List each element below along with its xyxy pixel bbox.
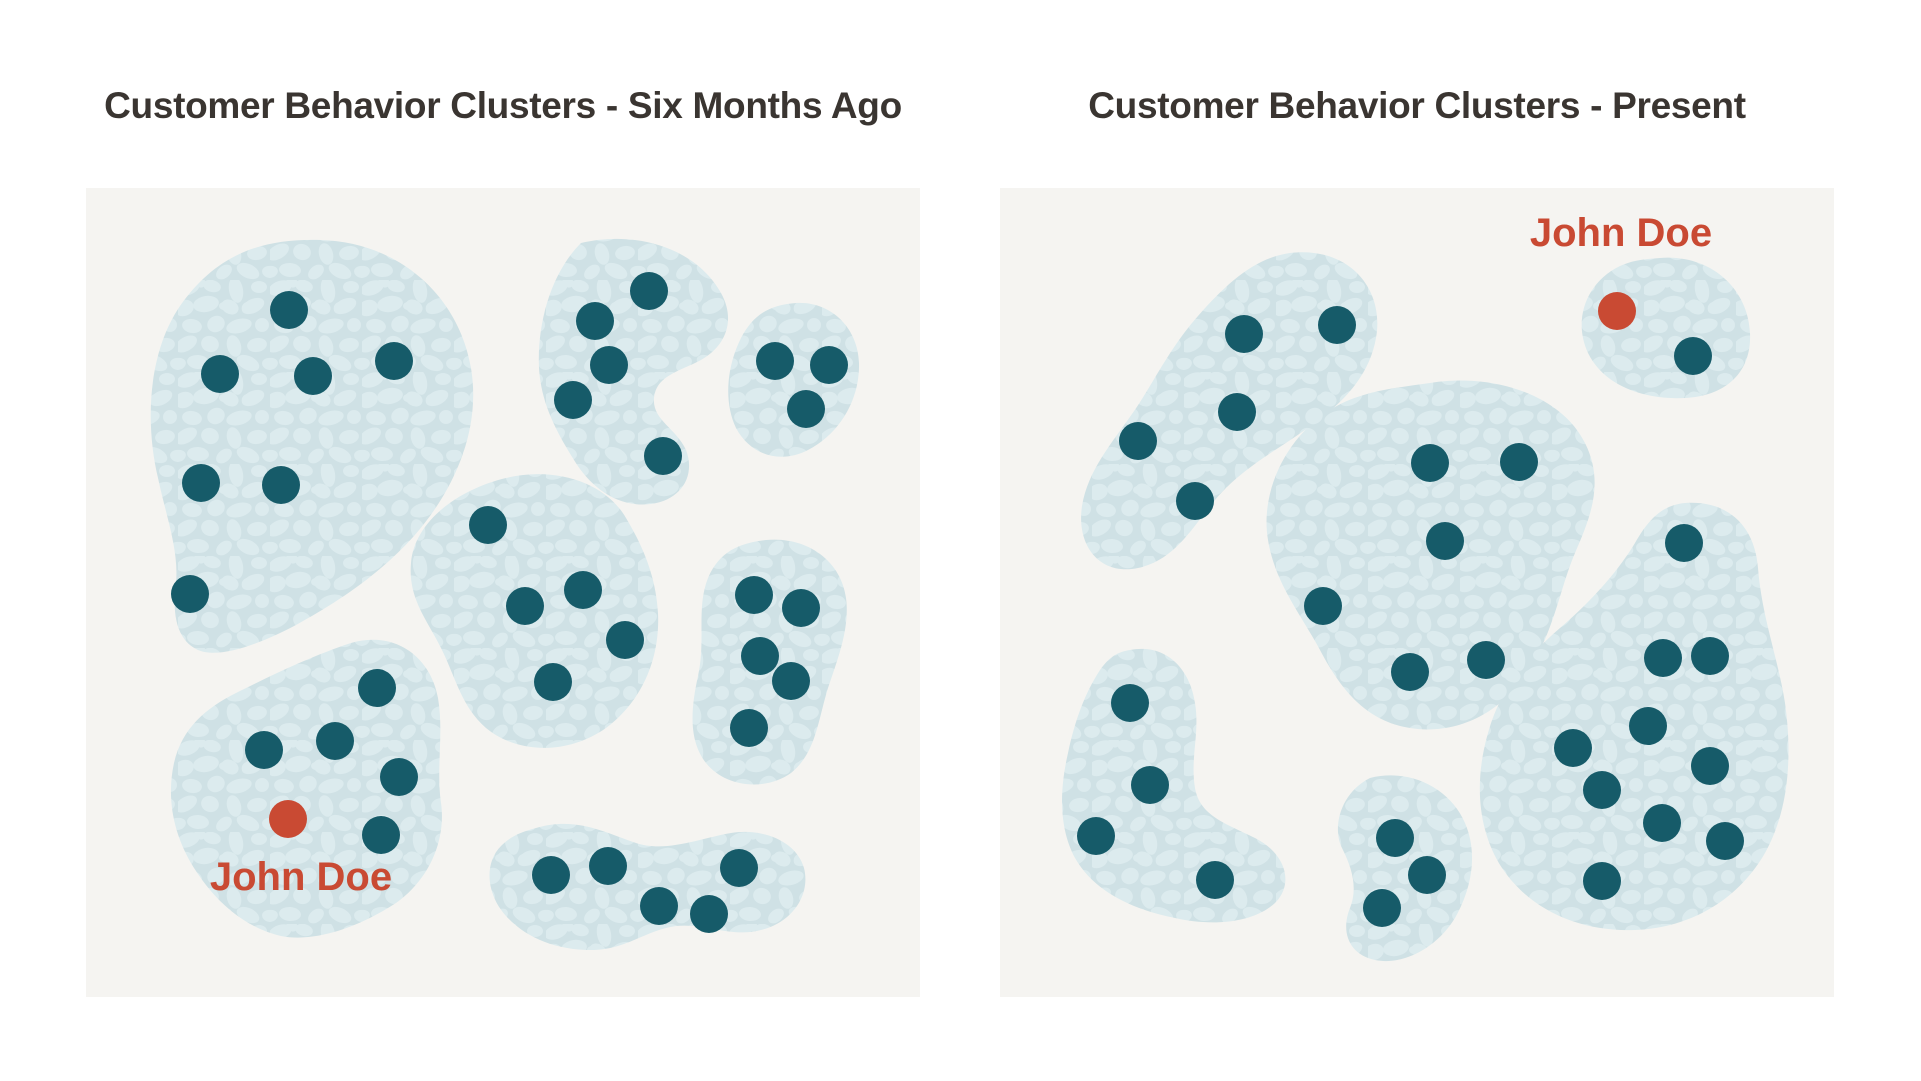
john-doe-label: John Doe: [1530, 211, 1712, 255]
customer-dot: [576, 302, 614, 340]
cluster-canvas: John Doe: [150, 238, 860, 950]
customer-dot: [1119, 422, 1157, 460]
customer-dot: [270, 291, 308, 329]
customer-dot: [606, 621, 644, 659]
customer-dot: [380, 758, 418, 796]
customer-dot: [506, 587, 544, 625]
customer-dot: [1467, 641, 1505, 679]
customer-dot: [810, 346, 848, 384]
cluster-blob-crescent-top-middle: [538, 238, 729, 505]
customer-dot: [1554, 729, 1592, 767]
customer-dot: [182, 464, 220, 502]
customer-dot: [1426, 522, 1464, 560]
john-doe-dot: [269, 800, 307, 838]
cluster-canvas: John Doe: [1062, 211, 1789, 962]
customer-dot: [1176, 482, 1214, 520]
customer-dot: [469, 506, 507, 544]
customer-dot: [589, 847, 627, 885]
customer-dot: [1391, 653, 1429, 691]
cluster-plot-six-months-ago: John Doe: [86, 188, 920, 997]
customer-dot: [1674, 337, 1712, 375]
customer-dot: [1131, 766, 1169, 804]
customer-dot: [1077, 817, 1115, 855]
customer-dot: [720, 849, 758, 887]
customer-dot: [1691, 637, 1729, 675]
customer-dot: [640, 887, 678, 925]
customer-dot: [1643, 804, 1681, 842]
customer-dot: [690, 895, 728, 933]
customer-dot: [1111, 684, 1149, 722]
john-doe-dot: [1598, 292, 1636, 330]
customer-dot: [1583, 862, 1621, 900]
cluster-blob-bottom-left-boot: [1062, 648, 1286, 923]
customer-dot: [756, 342, 794, 380]
customer-dot: [316, 722, 354, 760]
customer-dot: [1318, 306, 1356, 344]
customer-dot: [1665, 524, 1703, 562]
customer-dot: [262, 466, 300, 504]
cluster-blob-small-crescent-bottom-middle: [1337, 775, 1473, 962]
customer-dot: [534, 663, 572, 701]
cluster-blob-small-top-right: [728, 302, 860, 457]
customer-dot: [630, 272, 668, 310]
cluster-plot-present: John Doe: [1000, 188, 1834, 997]
customer-dot: [294, 357, 332, 395]
customer-dot: [730, 709, 768, 747]
customer-dot: [1304, 587, 1342, 625]
customer-dot: [787, 390, 825, 428]
cluster-blob-bottom-left-john-doe: [170, 639, 442, 938]
customer-dot: [741, 637, 779, 675]
customer-dot: [1225, 315, 1263, 353]
cluster-blob-small-top-right-john-doe: [1581, 257, 1751, 399]
customer-dot: [590, 346, 628, 384]
customer-dot: [1363, 889, 1401, 927]
customer-dot: [1411, 444, 1449, 482]
customer-dot: [1218, 393, 1256, 431]
right-panel-title: Customer Behavior Clusters - Present: [1088, 85, 1746, 126]
customer-dot: [735, 576, 773, 614]
customer-dot: [1629, 707, 1667, 745]
customer-dot: [1706, 822, 1744, 860]
customer-dot: [1691, 747, 1729, 785]
customer-dot: [1644, 639, 1682, 677]
customer-dot: [532, 856, 570, 894]
customer-dot: [1500, 443, 1538, 481]
customer-dot: [1408, 856, 1446, 894]
customer-dot: [362, 816, 400, 854]
customer-dot: [245, 731, 283, 769]
customer-dot: [1196, 861, 1234, 899]
customer-dot: [171, 575, 209, 613]
customer-dot: [772, 662, 810, 700]
john-doe-label: John Doe: [210, 855, 392, 899]
customer-dot: [1583, 771, 1621, 809]
customer-dot: [782, 589, 820, 627]
customer-dot: [358, 669, 396, 707]
customer-dot: [201, 355, 239, 393]
customer-dot: [375, 342, 413, 380]
left-panel-title: Customer Behavior Clusters - Six Months …: [104, 85, 902, 126]
customer-dot: [644, 437, 682, 475]
customer-dot: [564, 571, 602, 609]
customer-dot: [554, 381, 592, 419]
customer-dot: [1376, 819, 1414, 857]
